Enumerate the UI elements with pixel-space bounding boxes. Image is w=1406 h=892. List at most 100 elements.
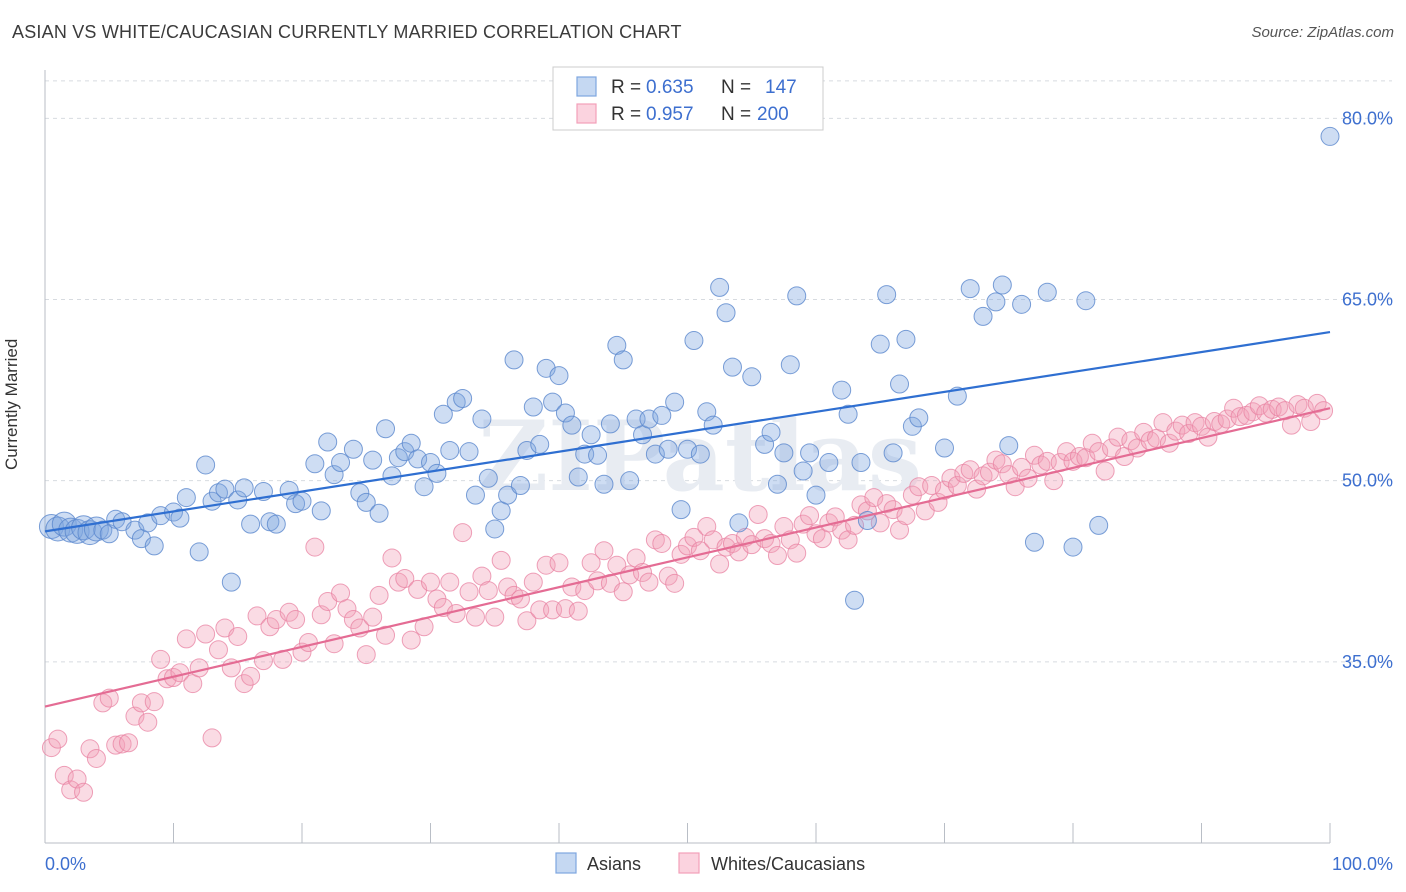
asians-point-58 xyxy=(459,442,479,462)
whites-point-113 xyxy=(767,546,787,566)
asians-point-93 xyxy=(684,331,704,351)
asians-point-81 xyxy=(607,335,627,355)
asians-point-69 xyxy=(530,434,550,454)
asians-point-108 xyxy=(793,461,813,481)
asians-point-127 xyxy=(973,306,993,326)
asians-point-43 xyxy=(363,450,383,470)
whites-point-178 xyxy=(1185,413,1205,433)
whites-point-89 xyxy=(613,582,633,602)
asians-point-109 xyxy=(800,443,820,463)
whites-point-21 xyxy=(176,629,196,649)
asians-point-114 xyxy=(845,590,865,610)
asians-point-73 xyxy=(555,403,575,423)
asians-point-119 xyxy=(883,443,903,463)
asians-point-98 xyxy=(716,303,736,323)
asians-point-77 xyxy=(581,425,601,445)
asians-point-129 xyxy=(992,275,1012,295)
asians-point-86 xyxy=(639,409,659,429)
whites-point-140 xyxy=(941,468,961,488)
whites-point-139 xyxy=(935,480,954,500)
whites-point-128 xyxy=(864,488,884,508)
whites-point-74 xyxy=(517,611,537,631)
legend-r-label-asians: R = xyxy=(611,77,641,98)
whites-point-104 xyxy=(710,554,730,574)
whites-point-40 xyxy=(298,633,318,653)
asians-point-92 xyxy=(678,439,697,459)
asians-point-6 xyxy=(77,520,103,546)
asians-point-60 xyxy=(472,409,492,429)
whites-point-154 xyxy=(1031,455,1051,475)
asians-point-87 xyxy=(645,444,665,464)
asians-point-120 xyxy=(890,374,910,394)
legend-r-label-whites: R = xyxy=(611,104,641,125)
whites-point-166 xyxy=(1108,427,1128,447)
whites-point-94 xyxy=(645,530,665,550)
asians-point-56 xyxy=(446,392,466,412)
asians-point-102 xyxy=(755,434,775,454)
source-label: Source: ZipAtlas.com xyxy=(1251,24,1394,41)
whites-point-82 xyxy=(568,601,588,621)
asians-point-96 xyxy=(703,415,723,435)
trend-lines xyxy=(44,331,1331,708)
whites-point-124 xyxy=(838,530,858,550)
asians-point-130 xyxy=(999,436,1019,456)
asians-point-57 xyxy=(453,389,473,409)
asians-point-34 xyxy=(292,491,312,511)
asians-point-131 xyxy=(1012,294,1032,314)
whites-point-67 xyxy=(472,566,492,586)
whites-point-191 xyxy=(1269,397,1289,417)
whites-point-25 xyxy=(202,728,222,748)
legend-n-label-whites: N = xyxy=(721,104,751,125)
asians-point-66 xyxy=(510,475,530,495)
asians-point-128 xyxy=(986,292,1006,312)
whites-point-26 xyxy=(208,640,228,660)
bottom-legend: Asians Whites/Caucasians xyxy=(555,852,865,874)
whites-point-97 xyxy=(665,573,685,593)
asians-point-15 xyxy=(144,536,164,556)
asians-point-62 xyxy=(485,519,505,539)
asians-trend-line xyxy=(44,331,1331,533)
whites-point-148 xyxy=(992,454,1012,474)
whites-point-95 xyxy=(652,533,672,553)
asians-point-18 xyxy=(170,508,190,528)
asians-point-38 xyxy=(324,465,344,485)
whites-point-75 xyxy=(523,572,543,592)
whites-point-50 xyxy=(363,607,383,627)
asians-point-135 xyxy=(1076,291,1096,311)
whites-point-125 xyxy=(845,515,865,535)
y-tick-label-80: 80.0% xyxy=(1342,108,1393,128)
x-tick-label-100: 100.0% xyxy=(1332,854,1393,874)
asians-point-28 xyxy=(241,514,261,534)
whites-point-7 xyxy=(86,748,106,768)
whites-point-151 xyxy=(1012,457,1032,477)
asians-point-55 xyxy=(440,440,460,460)
whites-point-132 xyxy=(890,520,910,540)
asians-point-121 xyxy=(896,329,916,349)
asians-point-72 xyxy=(549,366,569,386)
whites-point-185 xyxy=(1230,407,1250,427)
watermark: ZIPatlas xyxy=(478,400,922,513)
whites-point-66 xyxy=(465,607,485,627)
whites-trend-line xyxy=(44,407,1331,708)
whites-point-55 xyxy=(395,568,415,588)
whites-point-194 xyxy=(1288,395,1308,415)
legend-box xyxy=(552,66,824,131)
whites-point-1 xyxy=(48,729,68,749)
asians-point-105 xyxy=(774,443,794,463)
whites-point-5 xyxy=(74,782,94,802)
whites-point-31 xyxy=(241,666,261,686)
asians-point-99 xyxy=(722,357,742,377)
whites-point-163 xyxy=(1089,442,1109,462)
bottom-legend-swatch-asians xyxy=(555,852,577,874)
whites-point-59 xyxy=(421,572,440,592)
whites-point-142 xyxy=(954,463,974,483)
asians-point-133 xyxy=(1037,282,1057,302)
whites-point-73 xyxy=(510,589,530,609)
whites-point-79 xyxy=(549,553,569,573)
whites-point-64 xyxy=(453,523,473,543)
asians-point-91 xyxy=(671,500,691,520)
whites-point-116 xyxy=(787,543,807,563)
asians-point-137 xyxy=(1320,126,1340,146)
bottom-legend-swatch-whites xyxy=(678,852,700,874)
legend-swatch-asians xyxy=(576,76,597,97)
